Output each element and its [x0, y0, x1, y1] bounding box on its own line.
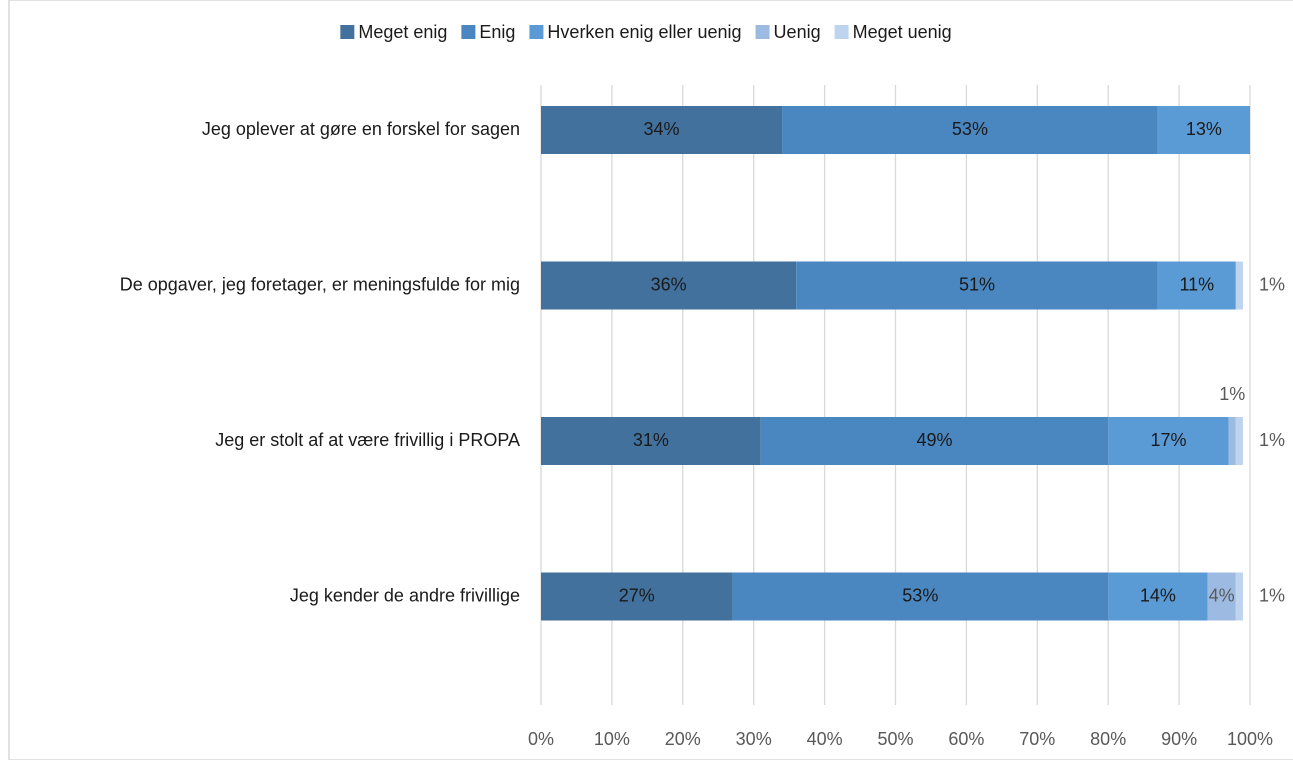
- bar-segment: [1235, 417, 1243, 465]
- x-tick-label: 20%: [665, 729, 701, 749]
- data-label: 1%: [1259, 430, 1285, 450]
- data-label: 13%: [1186, 119, 1222, 139]
- data-label: 49%: [916, 430, 952, 450]
- bar-segment: [541, 261, 797, 310]
- bar-segment: [1207, 572, 1236, 621]
- bar-segment: [1108, 572, 1208, 621]
- data-label: 36%: [651, 274, 687, 294]
- category-label: Jeg oplever at gøre en forskel for sagen: [202, 119, 520, 139]
- data-label: 17%: [1150, 430, 1186, 450]
- bar-segment: [782, 106, 1158, 154]
- legend-label: Enig: [479, 22, 515, 42]
- legend-swatch: [834, 25, 849, 39]
- bar-segment: [760, 417, 1109, 465]
- x-tick-label: 90%: [1161, 729, 1197, 749]
- category-label: Jeg er stolt af at være frivillig i PROP…: [215, 430, 520, 450]
- legend-swatch: [529, 25, 544, 39]
- x-tick-label: 50%: [877, 729, 913, 749]
- x-tick-label: 30%: [736, 729, 772, 749]
- legend-label: Meget uenig: [853, 22, 952, 42]
- x-tick-label: 0%: [528, 729, 554, 749]
- bar-segment: [1108, 417, 1229, 465]
- legend-label: Hverken enig eller uenig: [547, 22, 741, 42]
- bar-segment: [1157, 106, 1250, 154]
- data-label: 53%: [902, 585, 938, 605]
- data-label: 34%: [644, 119, 680, 139]
- legend-label: Meget enig: [358, 22, 447, 42]
- category-label: Jeg kender de andre frivillige: [290, 585, 520, 605]
- legend-swatch: [340, 25, 355, 39]
- data-label: 4%: [1209, 585, 1235, 605]
- data-label: 1%: [1259, 274, 1285, 294]
- data-label: 1%: [1219, 384, 1245, 404]
- chart-frame: [8, 0, 1293, 760]
- bar-segment: [541, 417, 761, 465]
- x-tick-label: 10%: [594, 729, 630, 749]
- category-label: De opgaver, jeg foretager, er meningsful…: [120, 274, 520, 294]
- legend-swatch: [755, 25, 770, 39]
- x-tick-label: 70%: [1019, 729, 1055, 749]
- bar-segment: [541, 572, 733, 621]
- bar-segment: [1157, 261, 1236, 310]
- bar-segment: [541, 106, 783, 154]
- x-tick-label: 40%: [807, 729, 843, 749]
- x-tick-label: 80%: [1090, 729, 1126, 749]
- bar-segment: [1235, 572, 1243, 621]
- data-label: 51%: [959, 274, 995, 294]
- data-label: 14%: [1140, 585, 1176, 605]
- data-label: 11%: [1179, 274, 1214, 294]
- legend-swatch: [461, 25, 476, 39]
- bar-segment: [796, 261, 1158, 310]
- bar-segment: [732, 572, 1109, 621]
- x-tick-label: 60%: [948, 729, 984, 749]
- data-label: 31%: [633, 430, 669, 450]
- x-tick-label: 100%: [1227, 729, 1273, 749]
- legend-label: Uenig: [774, 22, 821, 42]
- bar-segment: [1235, 261, 1243, 310]
- data-label: 1%: [1259, 585, 1285, 605]
- data-label: 27%: [619, 585, 655, 605]
- bar-segment: [1228, 417, 1236, 465]
- data-label: 53%: [952, 119, 988, 139]
